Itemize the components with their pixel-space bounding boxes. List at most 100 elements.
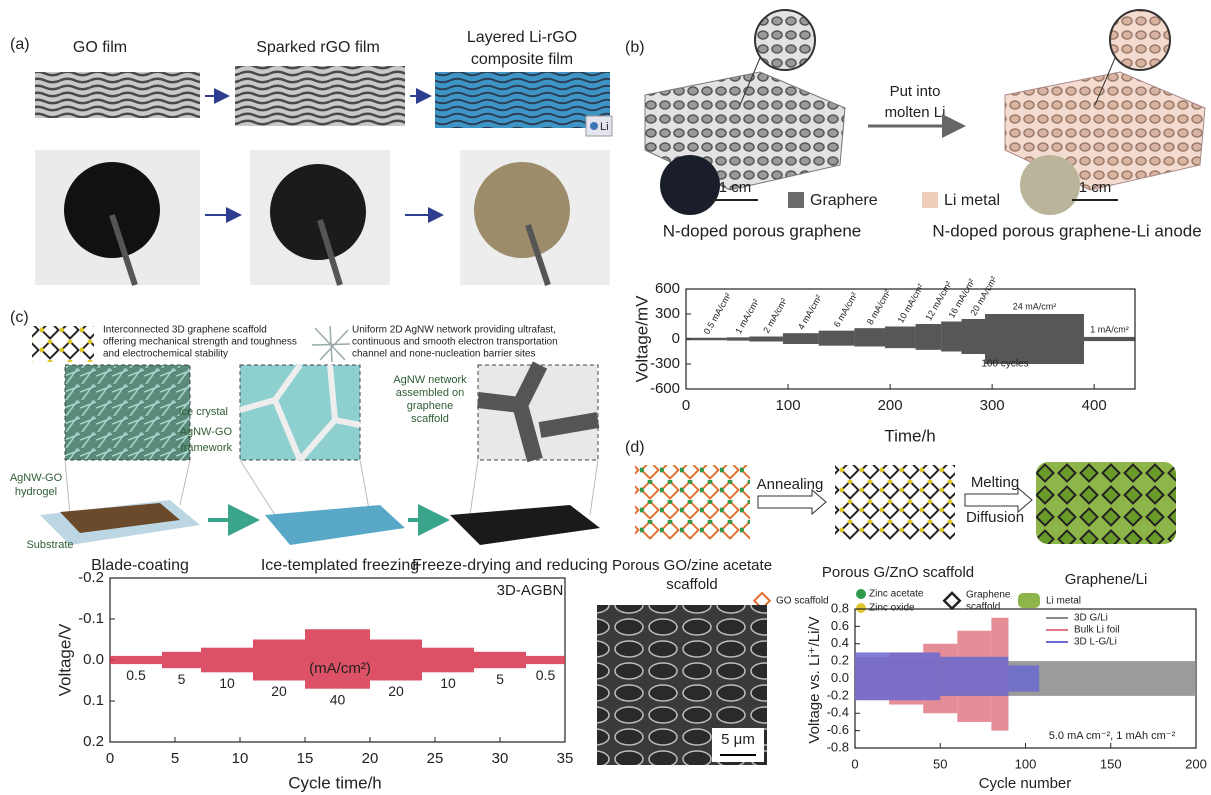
step-label: 8 mA/cm² bbox=[865, 288, 893, 326]
caption: Porous GO/zine acetate bbox=[612, 557, 772, 574]
band-segment bbox=[941, 322, 961, 352]
legend-label: Graphene bbox=[966, 590, 1011, 601]
legend-label: Li bbox=[600, 121, 609, 133]
y-tick-label: -0.4 bbox=[827, 705, 849, 720]
callout: Substrate bbox=[26, 539, 73, 551]
film-stack bbox=[35, 72, 200, 118]
legend-swatch bbox=[944, 593, 960, 609]
scale-label: 5 μm bbox=[721, 731, 755, 748]
legend-label: GO scaffold bbox=[776, 596, 829, 607]
y-tick-label: -0.8 bbox=[827, 739, 849, 754]
y-tick-label: 0.2 bbox=[831, 653, 849, 668]
arrow-label: Annealing bbox=[757, 476, 824, 493]
y-axis-title: Voltage/V bbox=[55, 623, 74, 696]
legend-label: Zinc acetate bbox=[869, 589, 924, 600]
zoom-circle bbox=[1110, 10, 1170, 70]
y-tick-label: 0.0 bbox=[83, 651, 104, 668]
callout: AgNW network bbox=[393, 374, 467, 386]
band-segment bbox=[854, 328, 885, 346]
step-label: 0.5 bbox=[126, 667, 146, 683]
note: offering mechanical strength and toughne… bbox=[103, 337, 297, 348]
film-title: composite film bbox=[471, 51, 573, 68]
y-tick-label: 300 bbox=[655, 305, 680, 322]
legend-label: 3D G/Li bbox=[1074, 613, 1108, 624]
figure: (a) GO film Sparked rGO film Layered Li-… bbox=[0, 0, 1211, 795]
panel-b: (b) 1 cm Put into molten Li 1 cm Grapher… bbox=[625, 10, 1205, 240]
callout: Ice crystal bbox=[178, 406, 228, 418]
x-tick-label: 50 bbox=[933, 756, 947, 771]
photo-sample bbox=[1020, 155, 1080, 215]
photo-sample bbox=[270, 164, 366, 260]
film-stack bbox=[435, 72, 610, 128]
x-tick-label: 100 bbox=[776, 397, 801, 414]
band-segment bbox=[370, 640, 422, 681]
y-tick-label: 0.8 bbox=[831, 600, 849, 615]
arrow-label: Put into bbox=[890, 83, 941, 100]
callout: AgNW-GO bbox=[180, 426, 233, 438]
panel-c: (c) Interconnected 3D graphene scaffold … bbox=[10, 309, 608, 574]
band-segment bbox=[783, 333, 819, 344]
scale-label: 1 cm bbox=[719, 179, 752, 196]
lattice bbox=[1036, 462, 1176, 544]
photo-sample bbox=[660, 155, 720, 215]
step-label: 40 bbox=[330, 691, 346, 707]
icon bbox=[32, 326, 94, 362]
legend-swatch bbox=[590, 122, 598, 130]
y-tick-label: 0.0 bbox=[831, 670, 849, 685]
arrow-label: Melting bbox=[971, 474, 1019, 491]
lattice bbox=[635, 465, 750, 540]
plate bbox=[450, 505, 600, 545]
legend-swatch bbox=[788, 192, 804, 208]
note: Uniform 2D AgNW network providing ultraf… bbox=[352, 325, 556, 336]
panel-label: (b) bbox=[625, 39, 645, 56]
zoom-circle bbox=[755, 10, 815, 70]
film-title: Sparked rGO film bbox=[256, 39, 380, 56]
caption: Porous G/ZnO scaffold bbox=[822, 564, 974, 581]
legend-label: Li metal bbox=[944, 192, 1000, 209]
x-axis-title: Cycle time/h bbox=[288, 773, 382, 792]
band-segment bbox=[985, 314, 1084, 364]
arrow-label: molten Li bbox=[885, 104, 946, 121]
annotation: 3D-AGBN bbox=[497, 582, 564, 599]
band-segment bbox=[686, 338, 727, 341]
legend-swatch bbox=[922, 192, 938, 208]
legend-label: scaffold bbox=[966, 602, 1000, 613]
x-tick-label: 300 bbox=[980, 397, 1005, 414]
micrograph bbox=[240, 365, 360, 460]
legend-label: 3D L-G/Li bbox=[1074, 637, 1117, 648]
annotation: (mA/cm²) bbox=[309, 660, 371, 677]
legend-swatch bbox=[856, 603, 866, 613]
y-axis-title: Voltage vs. Li⁺/Li/V bbox=[806, 616, 823, 743]
band-segment bbox=[916, 324, 942, 350]
band-segment bbox=[819, 331, 855, 346]
annotation: 100 cycles bbox=[981, 359, 1028, 370]
x-tick-label: 0 bbox=[851, 756, 858, 771]
callout: assembled on bbox=[396, 387, 465, 399]
panel-label: (d) bbox=[625, 439, 645, 456]
legend-label: Li metal bbox=[1046, 596, 1081, 607]
band-segment bbox=[1084, 337, 1135, 341]
micrograph bbox=[65, 365, 190, 460]
legend-label: Bulk Li foil bbox=[1074, 625, 1120, 636]
panel-label: (c) bbox=[10, 309, 29, 326]
x-tick-label: 100 bbox=[1015, 756, 1037, 771]
x-tick-label: 5 bbox=[171, 750, 179, 767]
x-tick-label: 400 bbox=[1082, 397, 1107, 414]
x-axis-title: Cycle number bbox=[979, 775, 1072, 792]
band-segment bbox=[855, 652, 940, 700]
x-tick-label: 25 bbox=[427, 750, 444, 767]
y-tick-label: 0.1 bbox=[83, 692, 104, 709]
film-title: GO film bbox=[73, 39, 127, 56]
caption: N-doped porous graphene bbox=[663, 221, 861, 240]
x-tick-label: 10 bbox=[232, 750, 249, 767]
step-label: Blade-coating bbox=[91, 557, 189, 574]
band-segment bbox=[749, 337, 783, 342]
x-tick-label: 200 bbox=[878, 397, 903, 414]
note: and electrochemical stability bbox=[103, 349, 228, 360]
band-segment bbox=[885, 327, 916, 349]
x-tick-label: 150 bbox=[1100, 756, 1122, 771]
callout: hydrogel bbox=[15, 486, 57, 498]
note: continuous and smooth electron transport… bbox=[352, 337, 558, 348]
panel-d: (d) Porous GO/zine acetate scaffold Anne… bbox=[597, 439, 1176, 765]
legend-label: Graphere bbox=[810, 192, 878, 209]
